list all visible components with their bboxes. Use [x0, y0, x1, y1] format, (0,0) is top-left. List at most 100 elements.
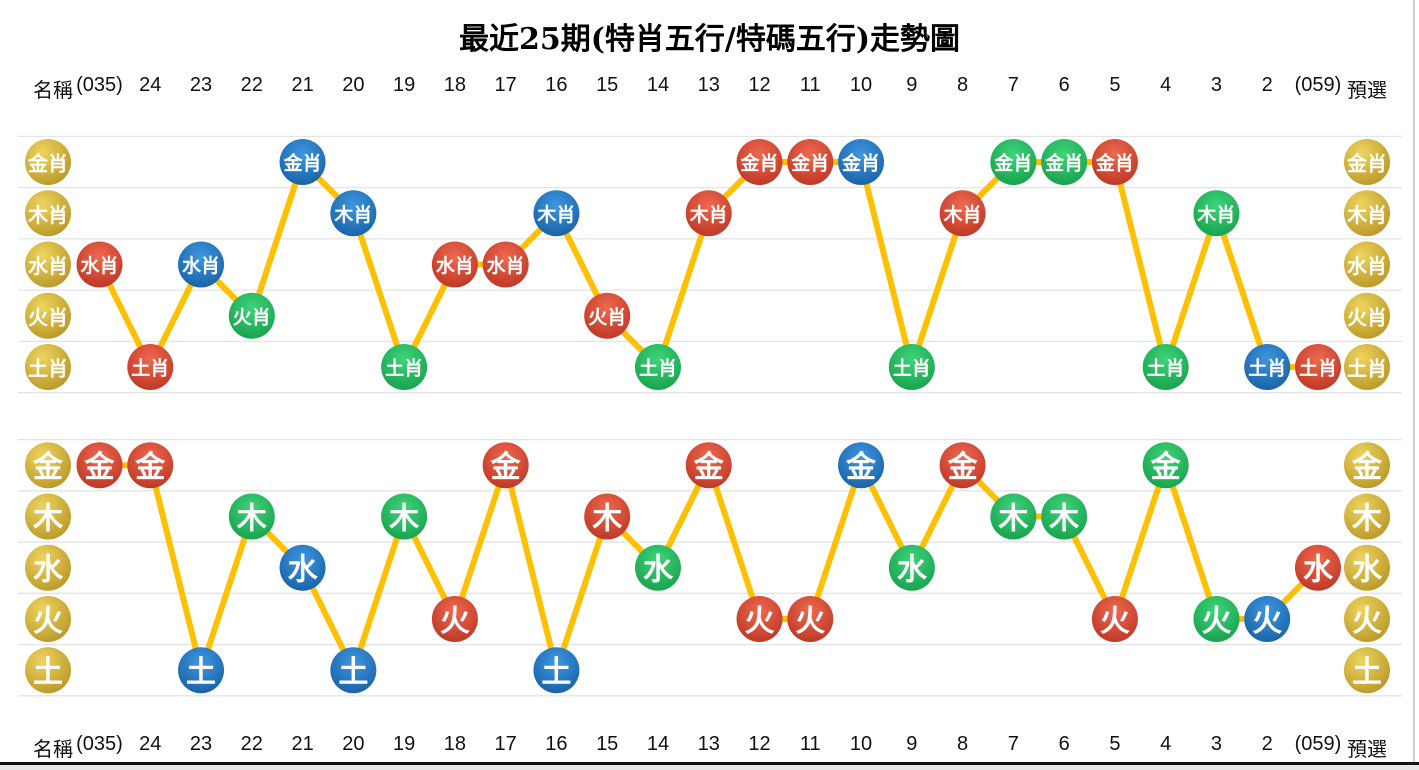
data-point-circle — [990, 139, 1037, 185]
axis-badge-left-circle — [25, 292, 71, 339]
column-label: 名稱 — [33, 739, 73, 761]
page-title: 最近25期(特肖五行/特碼五行)走勢圖 — [458, 22, 961, 57]
axis-badge-right-label: 火肖 — [1347, 305, 1387, 329]
data-point-circle — [381, 344, 428, 390]
column-label: 15 — [596, 74, 619, 96]
data-point: 金 — [838, 442, 885, 489]
column-label: 19 — [392, 733, 416, 755]
data-point-label: 木肖 — [1196, 203, 1235, 226]
data-point: 火 — [787, 595, 834, 642]
axis-badge-right-label: 火 — [1352, 604, 1382, 639]
axis-badge-right: 水 — [1344, 544, 1390, 591]
data-point-circle — [685, 442, 732, 489]
data-point: 水肖 — [76, 241, 123, 288]
data-point-circle — [1193, 190, 1240, 237]
column-label: 24 — [139, 733, 162, 755]
column-label: 8 — [957, 733, 969, 755]
data-point: 木 — [381, 493, 428, 540]
axis-badge-left-label: 木 — [32, 501, 63, 536]
axis-badge-right-label: 土肖 — [1347, 357, 1387, 381]
data-point: 金 — [1142, 442, 1189, 489]
column-label: 18 — [443, 74, 466, 96]
data-point-label: 金 — [84, 450, 116, 485]
data-point: 土 — [330, 647, 377, 694]
data-point-label: 火 — [795, 604, 825, 639]
column-label: 9 — [906, 74, 918, 96]
axis-badge-right-label: 木 — [1351, 501, 1382, 536]
column-label: 21 — [291, 74, 314, 96]
data-point-label: 水肖 — [436, 254, 474, 277]
data-point-circle — [838, 139, 885, 185]
axis-badge-left: 水 — [25, 544, 71, 591]
axis-badge-left-circle — [25, 139, 71, 185]
data-point-label: 土 — [541, 655, 571, 690]
axis-badge-left-label: 土 — [33, 655, 63, 690]
data-point-label: 火肖 — [588, 305, 626, 328]
data-point: 金 — [127, 442, 174, 489]
data-point-circle — [584, 292, 631, 339]
data-point-label: 金肖 — [740, 152, 779, 175]
column-label: 4 — [1160, 74, 1172, 96]
data-point-label: 火 — [440, 604, 470, 639]
axis-badge-right-label: 金 — [1351, 450, 1383, 485]
column-label: 15 — [596, 733, 619, 755]
bottom-divider-line — [0, 762, 1419, 765]
column-label: 3 — [1210, 74, 1222, 96]
data-point-circle — [482, 241, 529, 288]
data-point-label: 金肖 — [841, 152, 880, 175]
axis-badge-left: 水肖 — [25, 241, 71, 288]
column-label: 預選 — [1347, 80, 1387, 102]
data-point: 火 — [736, 595, 783, 642]
axis-badge-left: 金 — [25, 442, 71, 489]
column-label: 5 — [1109, 74, 1121, 96]
axis-badge-right-circle — [1344, 544, 1390, 591]
data-point: 木肖 — [939, 190, 986, 237]
axis-badge-left-circle — [25, 595, 71, 642]
data-point-circle — [1193, 595, 1240, 642]
data-point-circle — [431, 595, 478, 642]
axis-badge-right-circle — [1344, 493, 1390, 540]
axis-badge-left: 木肖 — [25, 190, 71, 237]
data-point-label: 木 — [591, 501, 622, 536]
data-point-label: 土肖 — [893, 357, 931, 380]
column-label: 20 — [342, 74, 365, 96]
axis-badge-left-label: 金 — [32, 450, 64, 485]
data-point: 木 — [584, 493, 631, 540]
column-label: 12 — [748, 74, 771, 96]
data-point: 金肖 — [838, 139, 885, 185]
column-label: 22 — [240, 74, 263, 96]
data-point-circle — [838, 442, 885, 489]
data-point-label: 金 — [490, 450, 522, 485]
column-label: 10 — [849, 74, 873, 96]
column-label: 23 — [189, 733, 213, 755]
data-point-label: 木肖 — [333, 203, 372, 226]
column-label: 17 — [494, 74, 517, 96]
data-point-circle — [990, 493, 1037, 540]
data-point: 木肖 — [685, 190, 732, 237]
data-point-circle — [127, 344, 174, 390]
data-point: 水 — [1294, 544, 1341, 591]
data-point-label: 水 — [1303, 553, 1334, 588]
column-label: 2 — [1261, 74, 1273, 96]
data-point: 金肖 — [279, 139, 326, 185]
column-label: (035) — [76, 74, 123, 96]
data-point-label: 金 — [947, 450, 979, 485]
column-label: 20 — [342, 733, 365, 755]
data-point: 火 — [1091, 595, 1138, 642]
data-point: 土 — [533, 647, 580, 694]
axis-badge-right-label: 土 — [1352, 655, 1382, 690]
data-point-circle — [178, 647, 225, 694]
data-point-circle — [76, 442, 123, 489]
data-point-label: 金 — [1150, 450, 1182, 485]
data-point: 金肖 — [736, 139, 783, 185]
data-point-label: 土肖 — [131, 357, 169, 380]
column-label: 7 — [1007, 74, 1019, 96]
data-point: 水 — [888, 544, 935, 591]
data-point: 金 — [939, 442, 986, 489]
column-label: 預選 — [1347, 739, 1387, 761]
right-edge-border — [1413, 0, 1415, 762]
data-point-label: 水 — [288, 553, 319, 588]
data-point-circle — [381, 493, 428, 540]
data-point-circle — [533, 647, 580, 694]
axis-badge-left-label: 火 — [33, 604, 63, 639]
